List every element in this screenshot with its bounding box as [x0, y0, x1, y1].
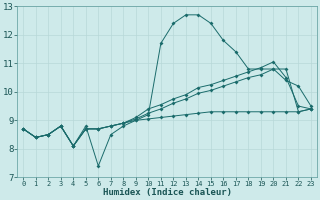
X-axis label: Humidex (Indice chaleur): Humidex (Indice chaleur) [103, 188, 232, 197]
